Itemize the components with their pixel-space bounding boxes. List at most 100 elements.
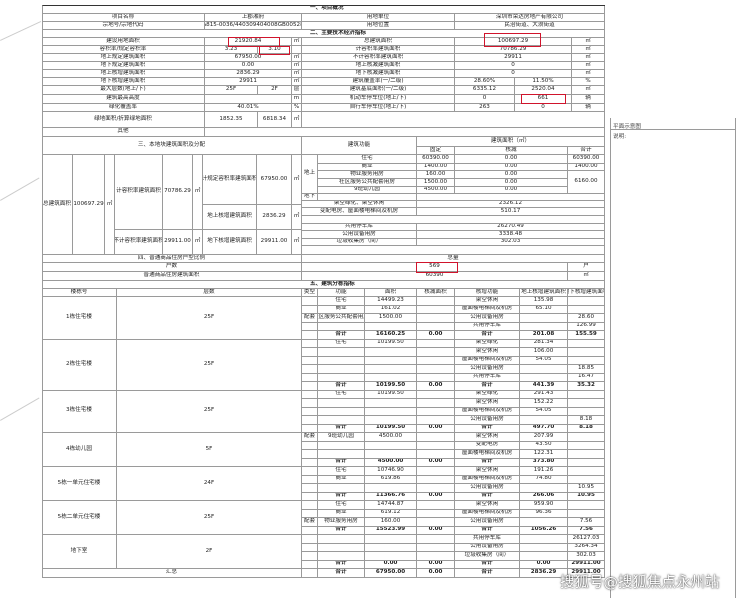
highlight-box	[484, 33, 541, 47]
column-header: 建筑功能	[302, 137, 417, 155]
table-row-cell	[417, 314, 455, 323]
table-row-cell	[302, 399, 318, 408]
table-row-cell: 住宅	[318, 390, 365, 399]
indicator-value: 100697.29	[455, 38, 572, 46]
building-floors: 24F	[117, 467, 302, 501]
column-header: 核增功能	[455, 289, 520, 297]
housing-area-label: 普通商品住房建筑面积	[42, 272, 302, 281]
table-row-cell	[568, 433, 605, 442]
table-row-cell: 16160.25	[365, 331, 417, 340]
table-row-cell	[302, 441, 318, 450]
table-row-cell	[302, 416, 318, 425]
indicator-label: 绿地面积/折算绿地面积	[42, 112, 205, 128]
use-name: 物业服务用房	[318, 171, 417, 179]
table-row-cell	[365, 441, 417, 450]
table-row-cell: 公用设备用房	[455, 416, 520, 425]
indicator-label: 机动车停车位(地上/下)	[302, 95, 455, 104]
table-row-cell: 959.90	[520, 501, 568, 510]
table-row-cell	[417, 365, 455, 374]
section-title-housing: 四、普通商品住房户型比例	[42, 255, 302, 263]
decorative-line	[0, 20, 42, 41]
table-row-cell: 160.00	[365, 518, 417, 527]
indicator-label: 绿化覆盖率	[42, 104, 205, 112]
table-row-cell	[302, 407, 318, 416]
table-row-cell	[302, 450, 318, 459]
table-row-cell: 1500.00	[365, 314, 417, 323]
table-row-cell	[417, 535, 455, 544]
table-row-cell: 合计	[318, 492, 365, 501]
indicator-unit: %	[572, 78, 605, 86]
table-row-cell: 619.86	[365, 475, 417, 484]
table-row-cell: 共用停车库	[455, 535, 520, 544]
table-row-cell: 10199.50	[365, 424, 417, 433]
area-unit: ㎡	[292, 230, 302, 255]
use-fixed: 60390.00	[417, 155, 455, 164]
indicator-value: 0	[455, 95, 515, 104]
area-value: 2836.29	[257, 205, 292, 230]
table-row-cell	[520, 535, 568, 544]
side-panel-title: 平面示意图	[613, 124, 641, 130]
table-row-cell	[302, 552, 318, 561]
table-row-cell	[302, 484, 318, 493]
table-row-cell	[365, 356, 417, 365]
area-value: 70786.29	[163, 155, 193, 230]
field-value: 民治街道、大浪街道	[455, 22, 605, 30]
table-row-cell: 合计	[318, 382, 365, 391]
side-panel-border	[735, 118, 736, 598]
indicator-label: 建筑最高高度	[42, 95, 205, 104]
table-row-cell	[302, 348, 318, 357]
table-row-cell: 201.08	[520, 331, 568, 340]
table-row-cell	[417, 441, 455, 450]
table-row-cell	[417, 297, 455, 306]
table-row-cell: 67950.00	[365, 569, 417, 578]
table-row-cell: 281.34	[520, 339, 568, 348]
table-row-cell: 7.56	[568, 526, 605, 535]
table-row-cell: 302.03	[568, 552, 605, 561]
column-header: 地下核增建筑面积	[568, 289, 605, 297]
households-value: 569	[302, 263, 568, 272]
table-row-cell: 合计	[318, 458, 365, 467]
indicator-value: 2836.29	[205, 70, 292, 78]
use-reduce: 0.00	[455, 179, 568, 187]
indicator-label: 地上核减建筑面积	[302, 62, 455, 70]
table-row-cell	[365, 373, 417, 382]
table-row-cell	[302, 526, 318, 535]
field-label: 用地单位	[302, 14, 455, 22]
column-header: 合计	[568, 147, 605, 155]
side-panel-note-label: 说明:	[613, 134, 627, 140]
table-row-cell: 架空休闲	[455, 501, 520, 510]
table-row-cell	[302, 492, 318, 501]
table-row-cell: 住宅	[318, 297, 365, 306]
indicator-unit: ㎡	[572, 46, 605, 54]
table-row-cell: 社区服务公共配套用房	[318, 314, 365, 323]
indicator-label: 不计容积率建筑面积	[302, 54, 455, 62]
summary-label: 汇总	[42, 569, 302, 578]
table-row-cell: 28.60	[568, 314, 605, 323]
building-floors: 25F	[117, 501, 302, 535]
table-row-cell	[318, 441, 365, 450]
field-label: 用地位置	[302, 22, 455, 30]
indicator-value: 21920.84	[205, 38, 292, 46]
extra-name: 变配电房、屋面楼电梯间及机房	[302, 208, 417, 216]
table-row-cell: 住宅	[318, 339, 365, 348]
use-reduce: 0.00	[455, 164, 568, 171]
table-row-cell: 155.59	[568, 331, 605, 340]
indicator-value	[205, 95, 292, 104]
table-row-cell	[417, 373, 455, 382]
table-row-cell: 0.00	[417, 492, 455, 501]
table-row-cell: 架空休闲	[455, 399, 520, 408]
indicator-unit: 辆	[572, 104, 605, 112]
table-row-cell: 135.98	[520, 297, 568, 306]
table-row-cell: 0.00	[417, 560, 455, 569]
table-row-cell: 住宅	[318, 501, 365, 510]
indicator-value: 263	[455, 104, 515, 112]
building-floors: 25F	[117, 390, 302, 433]
table-row-cell: 合计	[318, 331, 365, 340]
table-row-cell: 配套	[302, 314, 318, 323]
blank-cell	[205, 128, 605, 137]
building-floors: 5F	[117, 433, 302, 467]
table-row-cell: 7.56	[568, 518, 605, 527]
table-row-cell: 合计	[455, 331, 520, 340]
table-row-cell	[365, 543, 417, 552]
table-row-cell: 152.22	[520, 399, 568, 408]
